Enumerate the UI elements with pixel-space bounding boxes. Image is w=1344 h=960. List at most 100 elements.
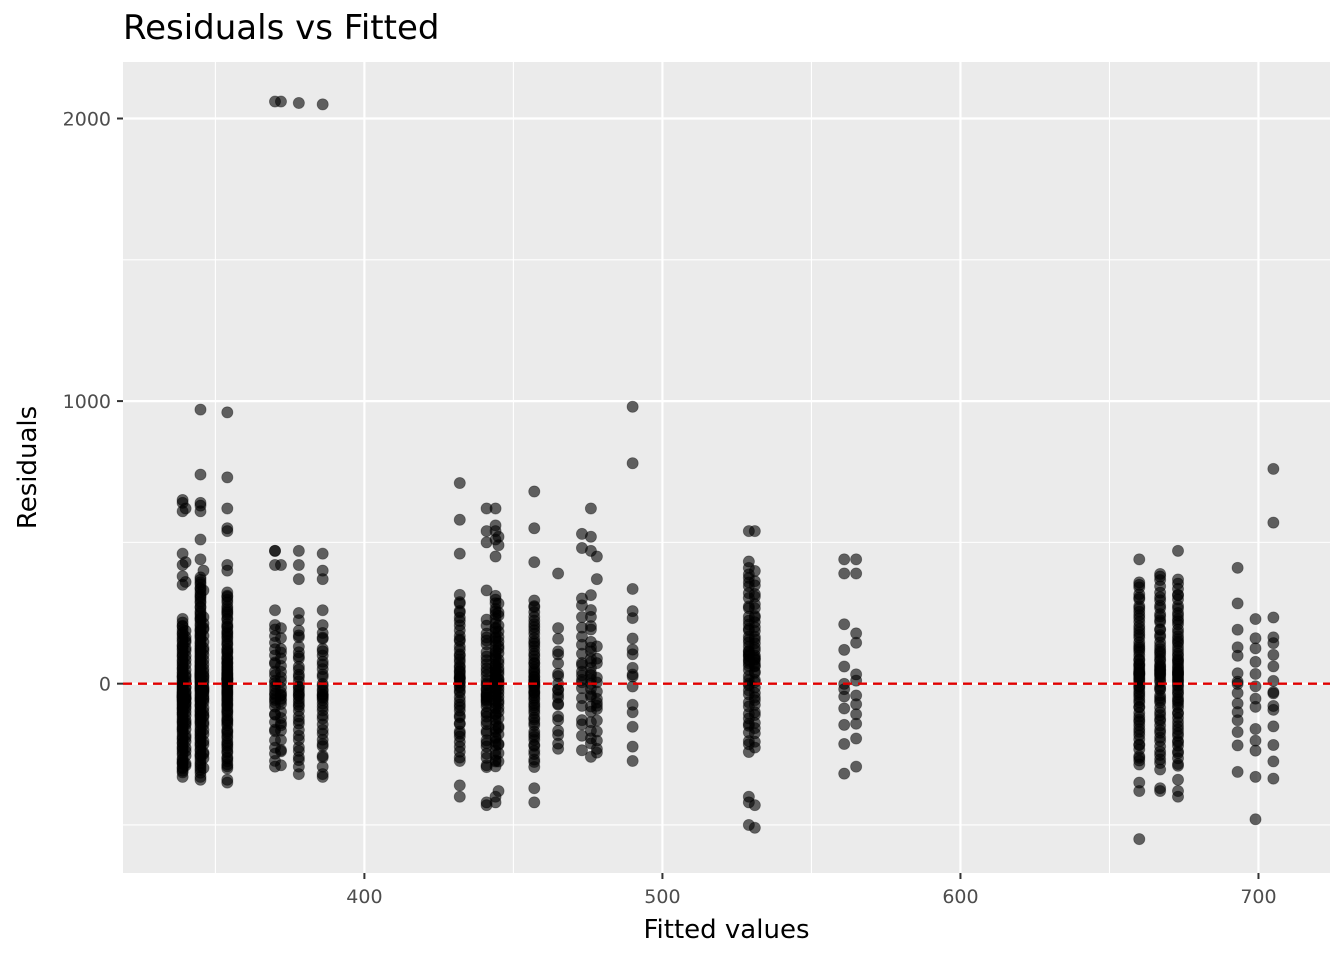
data-point	[221, 762, 234, 775]
data-point	[575, 744, 588, 757]
data-point	[1133, 553, 1146, 566]
data-point	[528, 522, 541, 535]
y-axis-title: Residuals	[13, 406, 43, 529]
data-point	[626, 457, 639, 470]
data-point	[584, 589, 597, 602]
data-point	[1267, 611, 1280, 624]
data-point	[748, 525, 761, 538]
data-point	[552, 567, 565, 580]
data-point	[292, 573, 305, 586]
data-point	[850, 708, 863, 721]
data-point	[1172, 544, 1185, 557]
data-point	[590, 725, 603, 738]
data-point	[626, 643, 639, 656]
data-point	[489, 796, 502, 809]
data-point	[626, 582, 639, 595]
data-point	[528, 556, 541, 569]
data-point	[179, 575, 192, 588]
data-point	[528, 594, 541, 607]
data-point	[552, 622, 565, 635]
data-point	[316, 547, 329, 560]
data-point	[221, 502, 234, 515]
data-point	[1154, 785, 1167, 798]
data-point	[1267, 755, 1280, 768]
data-point	[1249, 722, 1262, 735]
x-tick-label: 600	[942, 886, 978, 908]
data-point	[838, 618, 851, 631]
chart-title: Residuals vs Fitted	[123, 8, 440, 48]
data-point	[316, 642, 329, 655]
data-point	[492, 539, 505, 552]
data-point	[274, 744, 287, 757]
data-point	[590, 573, 603, 586]
data-point	[179, 556, 192, 569]
data-point	[492, 785, 505, 798]
data-point	[221, 525, 234, 538]
data-point	[453, 547, 466, 560]
data-point	[626, 605, 639, 618]
data-point	[274, 558, 287, 571]
data-point	[626, 720, 639, 733]
data-point	[221, 776, 234, 789]
data-point	[552, 667, 565, 680]
data-point	[316, 770, 329, 783]
data-point	[1267, 631, 1280, 644]
data-point	[1231, 641, 1244, 654]
data-point	[1267, 699, 1280, 712]
data-point	[1267, 648, 1280, 661]
data-point	[626, 740, 639, 753]
data-point	[194, 468, 207, 481]
data-point	[748, 575, 761, 588]
data-point	[194, 505, 207, 518]
data-point	[850, 567, 863, 580]
data-point	[453, 779, 466, 792]
data-point	[1249, 667, 1262, 680]
data-point	[584, 530, 597, 543]
data-point	[453, 513, 466, 526]
data-point	[850, 553, 863, 566]
data-point	[1231, 623, 1244, 636]
data-point	[1231, 697, 1244, 710]
data-point	[1249, 692, 1262, 705]
data-point	[850, 627, 863, 640]
data-point	[274, 95, 287, 108]
data-point	[1133, 785, 1146, 798]
data-point	[1231, 739, 1244, 752]
x-axis-title: Fitted values	[643, 915, 809, 945]
data-point	[1172, 785, 1185, 798]
data-point	[197, 611, 210, 624]
data-point	[179, 624, 192, 637]
data-point	[1231, 667, 1244, 680]
data-point	[292, 96, 305, 109]
data-point	[1267, 462, 1280, 475]
data-point	[584, 604, 597, 617]
data-point	[194, 533, 207, 546]
data-point	[838, 737, 851, 750]
data-point	[194, 553, 207, 566]
data-point	[626, 632, 639, 645]
y-tick-label: 0	[99, 674, 111, 696]
data-point	[1249, 613, 1262, 626]
data-point	[1249, 744, 1262, 757]
residual-points	[176, 95, 1280, 846]
data-point	[528, 796, 541, 809]
data-point	[1154, 567, 1167, 580]
data-point	[176, 612, 189, 625]
data-point	[1172, 773, 1185, 786]
data-point	[552, 710, 565, 723]
data-point	[552, 724, 565, 737]
data-point	[221, 471, 234, 484]
y-tick-label: 2000	[63, 109, 111, 131]
data-point	[1249, 642, 1262, 655]
data-point	[1133, 576, 1146, 589]
data-point	[194, 773, 207, 786]
data-point	[552, 632, 565, 645]
data-point	[850, 668, 863, 681]
data-point	[292, 624, 305, 637]
data-point	[1249, 770, 1262, 783]
data-point	[274, 643, 287, 656]
data-point	[316, 604, 329, 617]
data-point	[480, 584, 493, 597]
data-point	[221, 406, 234, 419]
data-point	[194, 403, 207, 416]
